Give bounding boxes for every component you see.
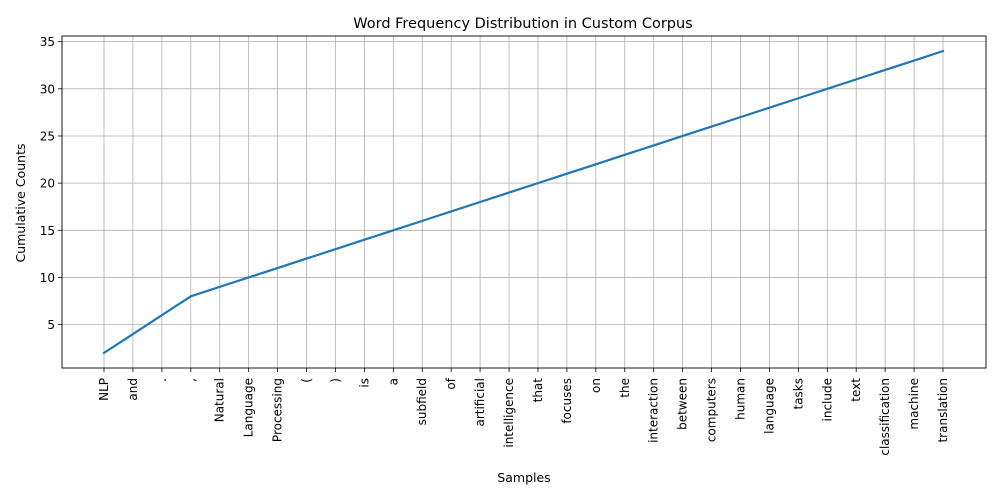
x-tick-label: on bbox=[589, 378, 603, 393]
x-tick-label: artificial bbox=[473, 378, 487, 427]
x-tick-label: tasks bbox=[791, 378, 805, 410]
y-tick-label: 15 bbox=[40, 224, 55, 238]
y-tick-label: 30 bbox=[40, 82, 55, 96]
x-tick-label: human bbox=[733, 378, 747, 420]
grid-layer bbox=[62, 36, 986, 368]
plot-frame bbox=[61, 35, 987, 369]
x-tick-label: translation bbox=[936, 378, 950, 443]
x-tick-label: Natural bbox=[213, 378, 227, 422]
y-tick-label: 35 bbox=[40, 35, 55, 49]
x-tick-label: classification bbox=[878, 378, 892, 456]
x-tick-label: computers bbox=[705, 378, 719, 442]
x-tick-label: between bbox=[676, 378, 690, 430]
y-tick-label: 20 bbox=[40, 177, 55, 191]
x-tick-label: interaction bbox=[647, 378, 661, 443]
x-tick-label: a bbox=[386, 378, 400, 385]
x-tick-label: , bbox=[184, 378, 198, 382]
x-tick-label: focuses bbox=[560, 378, 574, 424]
x-axis-label: Samples bbox=[497, 470, 550, 485]
x-tick-label: is bbox=[357, 378, 371, 388]
x-tick-label: text bbox=[849, 378, 863, 402]
x-tick-label: subfield bbox=[415, 378, 429, 425]
y-tick-label: 25 bbox=[40, 129, 55, 143]
x-tick-label: ( bbox=[300, 378, 314, 383]
x-tick-label: NLP bbox=[97, 378, 111, 401]
x-tick-label: language bbox=[762, 378, 776, 434]
chart-title: Word Frequency Distribution in Custom Co… bbox=[353, 16, 693, 32]
y-axis-ticks: 5 10 15 20 25 30 35 bbox=[40, 35, 62, 332]
x-tick-label: and bbox=[126, 378, 140, 401]
series-layer bbox=[102, 49, 945, 355]
x-axis-ticks: NLP and., Natural Language Processing () is a su… bbox=[97, 368, 950, 456]
x-tick-label: Processing bbox=[271, 378, 285, 442]
axes-frame bbox=[61, 35, 987, 369]
series-line bbox=[102, 49, 945, 355]
x-tick-label: of bbox=[444, 377, 458, 389]
x-tick-label: that bbox=[531, 378, 545, 403]
x-tick-label: Language bbox=[242, 378, 256, 437]
x-tick-label: the bbox=[618, 378, 632, 398]
y-tick-label: 5 bbox=[47, 318, 55, 332]
x-tick-label: include bbox=[820, 378, 834, 421]
y-tick-label: 10 bbox=[40, 271, 55, 285]
x-tick-label: . bbox=[155, 378, 169, 382]
y-axis-label: Cumulative Counts bbox=[13, 144, 28, 263]
x-tick-label: ) bbox=[328, 378, 342, 383]
x-tick-label: intelligence bbox=[502, 378, 516, 448]
x-tick-label: machine bbox=[907, 378, 921, 430]
